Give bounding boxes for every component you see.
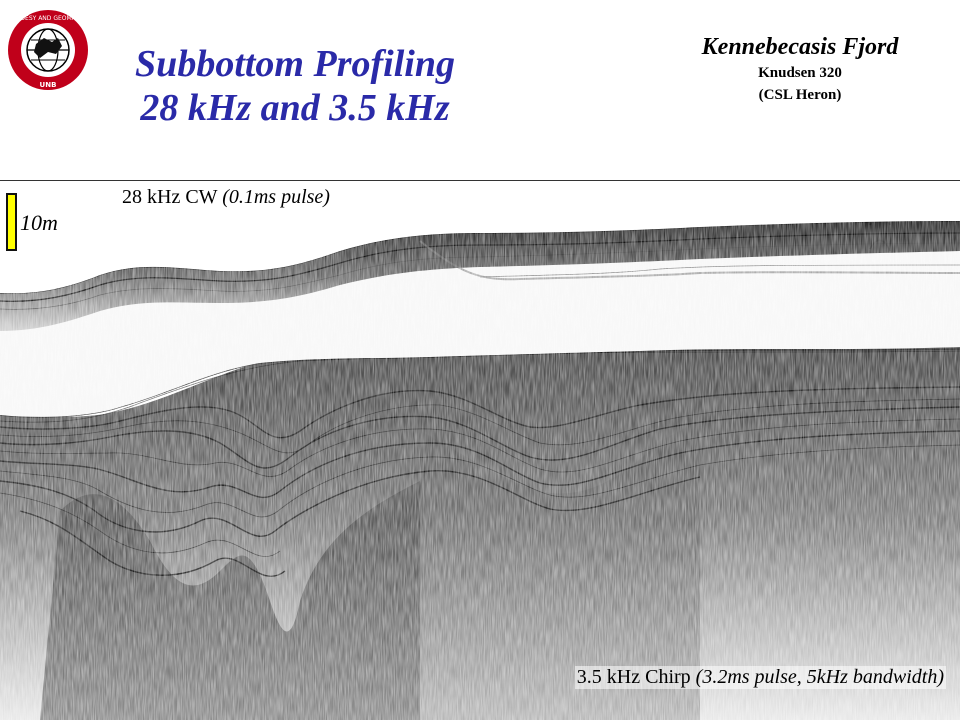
vessel-text: (CSL Heron) [758, 87, 842, 103]
survey-info: Kennebecasis Fjord Knudsen 320 (CSL Hero… [670, 32, 930, 106]
title-line-2: 28 kHz and 3.5 kHz [140, 87, 450, 129]
instrument-text: Knudsen 320 [758, 65, 842, 81]
chirp-label-detail: (3.2ms pulse, 5kHz bandwidth) [695, 666, 944, 688]
svg-text:UNB: UNB [40, 81, 57, 89]
depth-scale-label: 10m [20, 210, 58, 235]
slide-title: Subbottom Profiling 28 kHz and 3.5 kHz [110, 42, 480, 130]
chirp-label: 3.5 kHz Chirp (3.2ms pulse, 5kHz bandwid… [574, 666, 946, 689]
unb-geodesy-logo: GEODESY AND GEOMATICS UNB [6, 8, 90, 92]
subbottom-echogram [0, 181, 960, 720]
depth-scale-bar [6, 193, 17, 251]
28khz-label-detail: (0.1ms pulse) [222, 186, 330, 208]
svg-text:GEODESY AND GEOMATICS: GEODESY AND GEOMATICS [7, 15, 89, 22]
28khz-label-main: 28 kHz CW [122, 186, 218, 208]
header-divider [0, 180, 960, 181]
title-line-1: Subbottom Profiling [135, 43, 455, 85]
location-text: Kennebecasis Fjord [701, 34, 899, 60]
28khz-label: 28 kHz CW (0.1ms pulse) [122, 186, 330, 209]
chirp-label-main: 3.5 kHz Chirp [576, 666, 691, 688]
